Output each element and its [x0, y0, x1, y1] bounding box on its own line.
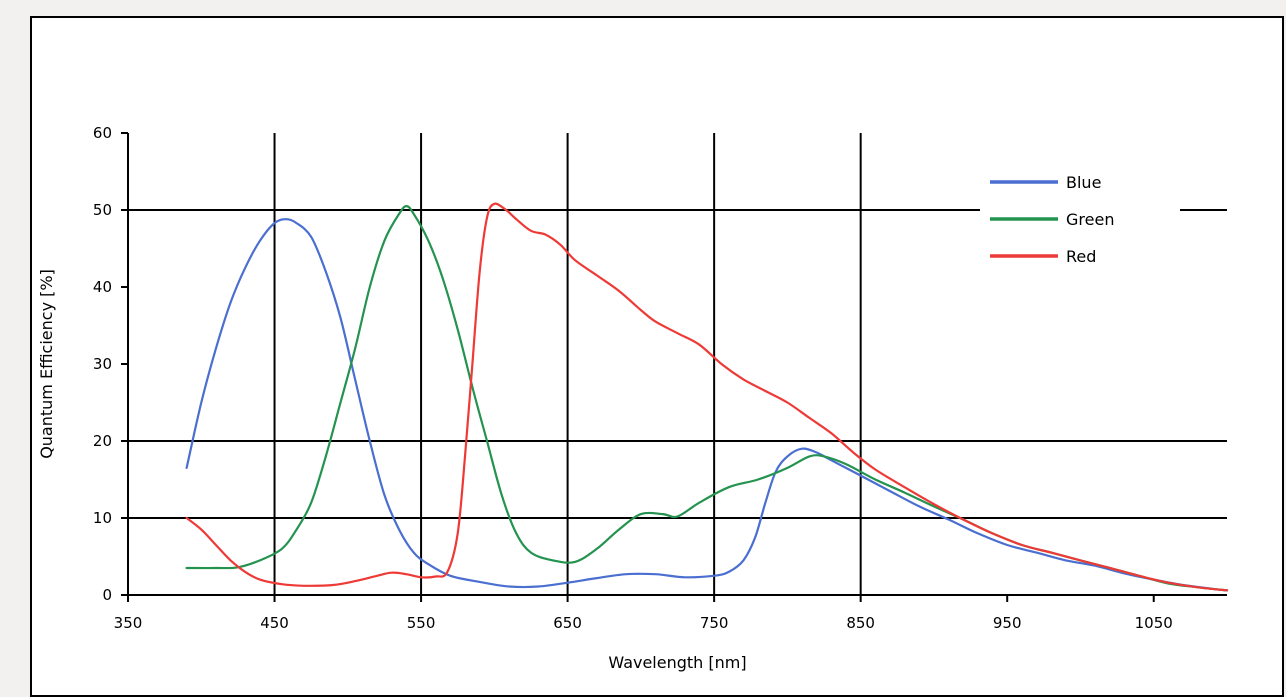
x-tick-label: 650: [553, 614, 582, 632]
legend-label-red: Red: [1066, 247, 1096, 266]
y-tick-label: 20: [93, 432, 112, 450]
x-axis-title: Wavelength [nm]: [608, 653, 746, 672]
series-line-red: [185, 202, 1229, 592]
y-tick-label: 0: [102, 586, 112, 604]
x-tick-label: 850: [846, 614, 875, 632]
y-tick-label: 10: [93, 509, 112, 527]
x-tick-label: 1050: [1135, 614, 1173, 632]
x-tick-label: 550: [407, 614, 436, 632]
legend-box: [980, 168, 1180, 264]
y-axis-title: Quantum Efficiency [%]: [37, 269, 56, 459]
x-tick-label: 350: [114, 614, 143, 632]
x-tick-label: 450: [260, 614, 289, 632]
chart-svg: 0 10 20 30 40 50 60 350 450 550 650 750 850 950 1050 B…: [37, 124, 1229, 672]
gridlines: [128, 133, 1227, 595]
x-tick-label: 750: [700, 614, 729, 632]
y-tick-label: 40: [93, 278, 112, 296]
legend-label-blue: Blue: [1066, 173, 1101, 192]
y-tick-label: 30: [93, 355, 112, 373]
chart-frame: 0 10 20 30 40 50 60 350 450 550 650 750 850 950 1050 B…: [30, 16, 1284, 697]
y-tick-label: 60: [93, 124, 112, 142]
series-line-blue: [185, 218, 1229, 592]
y-tick-label: 50: [93, 201, 112, 219]
series-lines: [185, 202, 1229, 592]
x-tick-label: 950: [993, 614, 1022, 632]
legend: Blue Green Red: [980, 168, 1180, 266]
legend-label-green: Green: [1066, 210, 1114, 229]
axes: 0 10 20 30 40 50 60 350 450 550 650 750 850 950 1050: [93, 124, 1227, 632]
